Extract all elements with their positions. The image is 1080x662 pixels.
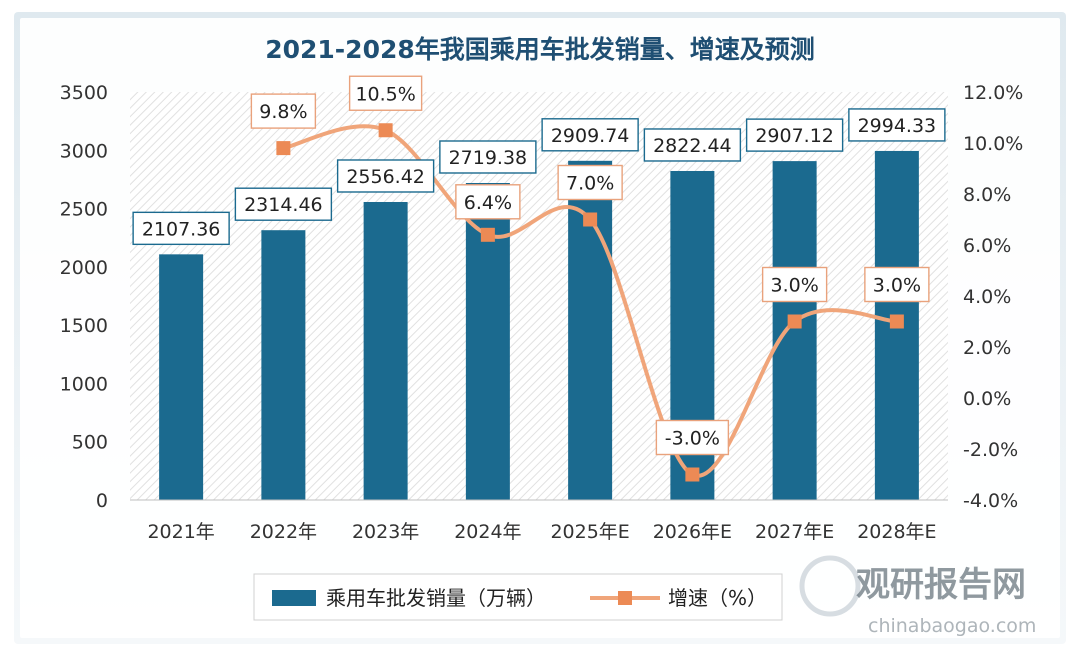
x-axis-tick-label: 2026年E xyxy=(653,521,732,543)
bar-data-label: 2314.46 xyxy=(244,194,323,216)
right-axis-tick-label: 6.0% xyxy=(963,235,1011,257)
x-axis-tick-label: 2028年E xyxy=(857,521,936,543)
watermark-logo-icon xyxy=(799,555,861,617)
legend-box xyxy=(253,573,783,621)
bar-data-label-box xyxy=(132,211,230,246)
growth-data-label-box xyxy=(348,75,423,111)
growth-marker xyxy=(889,314,904,329)
x-axis-tick-label: 2022年 xyxy=(250,521,317,543)
growth-data-label: 9.8% xyxy=(259,101,307,123)
growth-data-label: 3.0% xyxy=(873,275,921,297)
right-axis-tick-label: 4.0% xyxy=(963,286,1011,308)
growth-marker xyxy=(685,467,700,482)
bar-data-label: 2907.12 xyxy=(755,125,834,147)
growth-data-label-box xyxy=(864,266,930,303)
growth-data-label: 10.5% xyxy=(355,83,415,105)
right-axis-tick-label: 2.0% xyxy=(963,337,1011,359)
growth-data-label: -3.0% xyxy=(665,428,720,450)
growth-data-label-box xyxy=(250,93,317,129)
line-data-labels: 9.8% 10.5% 6.4% 7.0% -3.0% 3.0% 3.0% xyxy=(250,75,930,456)
growth-data-label-box xyxy=(557,164,623,201)
growth-marker xyxy=(480,227,495,242)
growth-line xyxy=(282,124,898,478)
bar-data-label: 2556.42 xyxy=(346,166,425,188)
bar xyxy=(159,254,204,500)
left-axis-tick-label: 1500 xyxy=(60,315,108,337)
bar xyxy=(363,201,408,501)
x-axis-tick-label: 2025年E xyxy=(550,521,629,543)
bar-data-label-box xyxy=(848,108,946,142)
bar-data-label-box xyxy=(234,187,333,221)
right-axis-tick-label: 0.0% xyxy=(963,388,1011,410)
growth-marker xyxy=(276,141,291,156)
bar-data-labels: 2107.36 2314.46 2556.42 2719.38 2909.74 2822.… xyxy=(132,108,946,246)
x-axis-tick-label: 2027年E xyxy=(755,521,834,543)
legend: 乘用车批发销量（万辆） 增速（%） xyxy=(253,573,783,621)
x-axis-tick-label: 2024年 xyxy=(454,521,521,543)
bar-data-label: 2719.38 xyxy=(449,147,528,169)
growth-marker xyxy=(583,212,598,227)
left-axis-tick-label: 2000 xyxy=(60,257,108,279)
left-axis-tick-label: 3500 xyxy=(60,82,108,104)
chart-title: 2021-2028年我国乘用车批发销量、增速及预测 xyxy=(265,35,815,64)
legend-line-marker xyxy=(618,591,632,605)
left-axis-tick-label: 3000 xyxy=(60,140,108,162)
bar-data-label-box xyxy=(439,140,537,174)
bar-data-label-box xyxy=(643,128,742,162)
legend-line-label: 增速（%） xyxy=(668,586,767,610)
left-axis: 0 500 1000 1500 2000 2500 3000 3500 xyxy=(60,82,108,512)
x-axis-tick-label: 2021年 xyxy=(147,521,214,543)
growth-data-label: 6.4% xyxy=(464,192,512,214)
watermark-brand: 观研报告网 xyxy=(856,565,1026,605)
bar xyxy=(568,160,613,501)
growth-line-series xyxy=(276,123,904,482)
watermark-url: chinabaogao.com xyxy=(868,615,1036,637)
x-axis-tick-label: 2023年 xyxy=(352,521,419,543)
growth-data-label: 7.0% xyxy=(566,173,614,195)
right-axis-tick-label: 12.0% xyxy=(963,82,1023,104)
left-axis-tick-label: 2500 xyxy=(60,199,108,221)
bar-data-label: 2107.36 xyxy=(142,218,221,240)
growth-marker xyxy=(378,123,393,138)
right-axis-tick-label: 8.0% xyxy=(963,184,1011,206)
bar xyxy=(261,230,306,501)
bar-data-label: 2994.33 xyxy=(858,115,937,137)
watermark: 观研报告网 chinabaogao.com xyxy=(799,555,1036,637)
x-axis: 2021年 2022年 2023年 2024年 2025年E 2026年E 2027年E 20… xyxy=(130,499,948,543)
left-axis-tick-label: 500 xyxy=(72,432,108,454)
bar-data-label: 2822.44 xyxy=(653,135,732,157)
right-axis-tick-label: 10.0% xyxy=(963,133,1023,155)
legend-bar-swatch xyxy=(272,590,316,606)
left-axis-tick-label: 0 xyxy=(96,490,108,512)
growth-data-label: 3.0% xyxy=(770,275,818,297)
growth-data-label-box xyxy=(761,266,828,303)
growth-data-label-box xyxy=(455,184,521,220)
right-axis-tick-label: -4.0% xyxy=(963,490,1018,512)
bar-data-label-box xyxy=(541,118,639,152)
right-axis-tick-label: -2.0% xyxy=(963,439,1018,461)
bar-data-label-box xyxy=(336,159,435,193)
left-axis-tick-label: 1000 xyxy=(60,373,108,395)
growth-marker xyxy=(787,314,802,329)
growth-data-label-box xyxy=(655,419,730,456)
right-axis: -4.0% -2.0% 0.0% 2.0% 4.0% 6.0% 8.0% 10.0% 12.0% xyxy=(963,82,1023,512)
bar-data-label: 2909.74 xyxy=(551,125,630,147)
bar-data-label-box xyxy=(745,118,844,152)
legend-bar-label: 乘用车批发销量（万辆） xyxy=(326,586,546,610)
bar xyxy=(772,161,817,501)
